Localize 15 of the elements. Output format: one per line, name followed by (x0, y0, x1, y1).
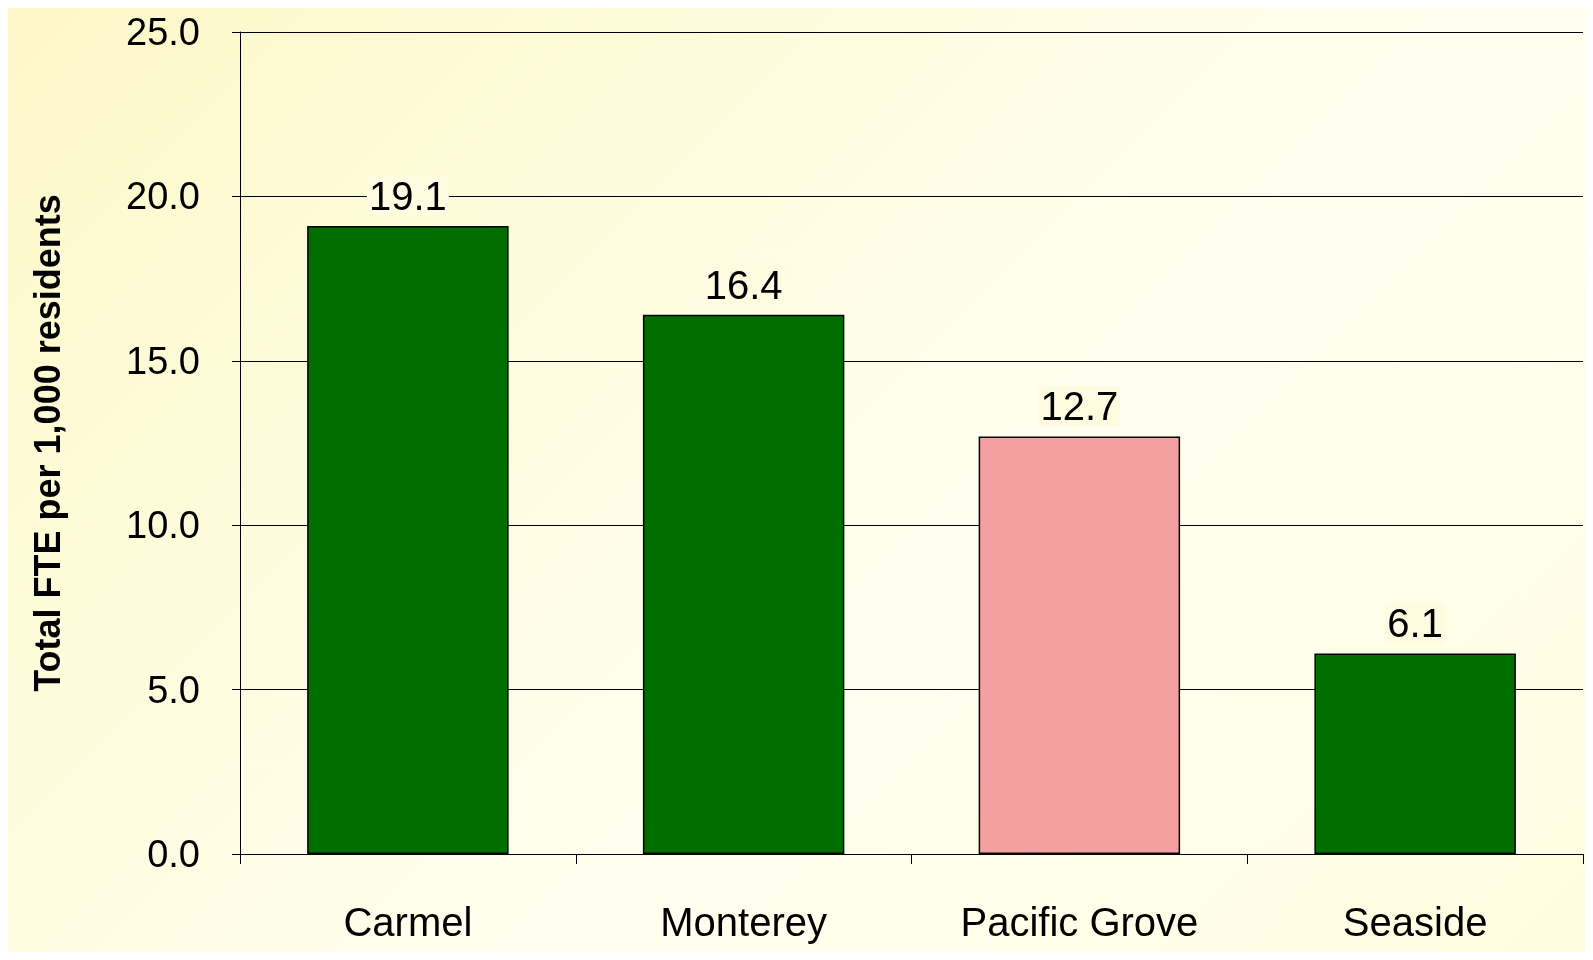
y-tick-label: 20.0 (126, 175, 200, 218)
y-tick-label: 5.0 (147, 668, 200, 711)
y-tick-label: 25.0 (126, 11, 200, 53)
y-tick-label: 15.0 (126, 339, 200, 382)
y-axis-title: Total FTE per 1,000 residents (26, 194, 68, 692)
data-label: 12.7 (1040, 384, 1119, 429)
x-tick-label: Pacific Grove (960, 900, 1199, 944)
x-tick-label: Carmel (343, 900, 473, 944)
y-tick-label: 0.0 (147, 833, 200, 875)
y-tick-label: 10.0 (126, 504, 200, 547)
x-tick-label: Seaside (1342, 900, 1488, 944)
x-tick-label: Monterey (660, 900, 827, 944)
data-label: 16.4 (704, 262, 783, 307)
data-label: 6.1 (1387, 601, 1443, 646)
data-label: 19.1 (368, 173, 447, 218)
